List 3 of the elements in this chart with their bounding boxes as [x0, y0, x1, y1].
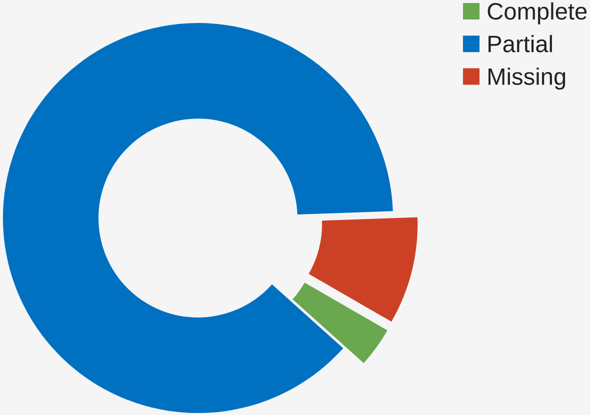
legend-label: Missing: [488, 68, 566, 90]
legend-label: Partial: [488, 34, 552, 52]
legend-label: Complete: [488, 2, 587, 24]
